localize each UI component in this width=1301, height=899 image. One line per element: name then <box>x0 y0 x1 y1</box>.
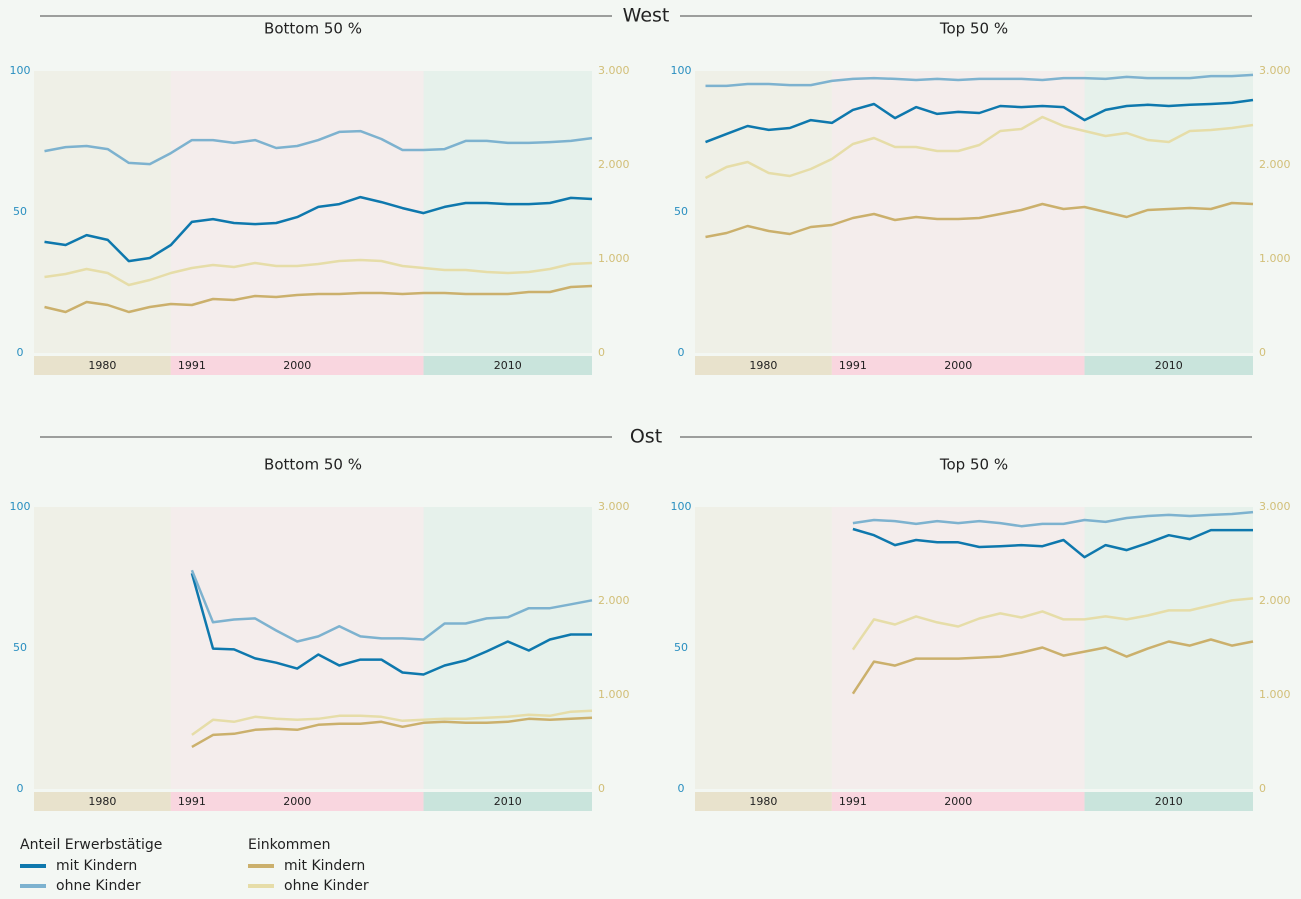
period-band <box>423 507 592 789</box>
y2-tick-label: 0 <box>1259 346 1266 359</box>
series-line: ohne Kinder <box>44 129 593 166</box>
legend-label: mit Kindern <box>56 858 137 874</box>
band-label: 2010 <box>494 795 522 808</box>
series-line: mit Kindern <box>705 98 1254 144</box>
period-strip <box>34 792 171 811</box>
period-strip <box>831 356 1085 375</box>
y-tick-label: 100 <box>10 64 31 77</box>
x-tick-label: 1991 <box>839 795 867 808</box>
band-label: 2000 <box>283 359 311 372</box>
period-band <box>423 71 592 353</box>
band-label: 2010 <box>1155 359 1183 372</box>
series-line: mit Kindern <box>44 284 593 314</box>
series-line: ohne Kinder <box>190 569 593 643</box>
series-line: mit Kindern <box>44 195 593 263</box>
period-strip <box>1084 792 1253 811</box>
series-line: ohne Kinder <box>191 709 593 736</box>
series-line: ohne Kinder <box>852 510 1254 528</box>
y2-tick-label: 0 <box>598 346 605 359</box>
y2-tick-label: 1.000 <box>1259 252 1291 265</box>
legend-label: mit Kindern <box>284 858 365 874</box>
y-tick-label: 50 <box>674 205 688 218</box>
period-strip <box>831 792 1085 811</box>
band-label: 2010 <box>1155 795 1183 808</box>
band-label: 1980 <box>88 359 116 372</box>
period-band <box>34 71 171 353</box>
section-title: West <box>623 5 670 27</box>
band-label: 1980 <box>749 795 777 808</box>
y2-tick-label: 3.000 <box>1259 64 1291 77</box>
x-tick-label: 1991 <box>178 795 206 808</box>
series-line: mit Kindern <box>190 572 592 676</box>
legend-title: Einkommen <box>248 837 331 853</box>
period-strip <box>423 792 592 811</box>
band-label: 1980 <box>88 795 116 808</box>
y-tick-label: 100 <box>10 500 31 513</box>
y2-tick-label: 1.000 <box>598 252 630 265</box>
period-strip <box>695 792 832 811</box>
period-strip <box>695 356 832 375</box>
y2-tick-label: 2.000 <box>1259 158 1291 171</box>
y-tick-label: 0 <box>678 346 685 359</box>
section-title: Ost <box>630 426 662 448</box>
y-tick-label: 50 <box>13 205 27 218</box>
legend-title: Anteil Erwerbstätige <box>20 837 162 853</box>
y2-tick-label: 0 <box>598 782 605 795</box>
period-band <box>1084 71 1253 353</box>
panel-title: Bottom 50 % <box>264 456 362 474</box>
series-line: ohne Kinder <box>704 115 1254 180</box>
panel-title: Top 50 % <box>939 20 1008 38</box>
period-strip <box>423 356 592 375</box>
series-line: mit Kindern <box>705 201 1254 239</box>
band-label: 2000 <box>283 795 311 808</box>
y-tick-label: 100 <box>671 64 692 77</box>
period-band <box>34 507 171 789</box>
y2-tick-label: 2.000 <box>1259 594 1291 607</box>
y2-tick-label: 3.000 <box>1259 500 1291 513</box>
period-band <box>695 71 832 353</box>
series-line: ohne Kinder <box>851 597 1254 651</box>
band-label: 2000 <box>944 359 972 372</box>
panel-title: Bottom 50 % <box>264 20 362 38</box>
y2-tick-label: 3.000 <box>598 500 630 513</box>
x-tick-label: 1991 <box>178 359 206 372</box>
series-line: ohne Kinder <box>44 258 593 287</box>
period-band <box>170 507 424 789</box>
y-tick-label: 50 <box>13 641 27 654</box>
legend-label: ohne Kinder <box>56 878 141 894</box>
period-band <box>695 507 832 789</box>
series-line: mit Kindern <box>852 527 1253 559</box>
y2-tick-label: 1.000 <box>1259 688 1291 701</box>
y-tick-label: 0 <box>678 782 685 795</box>
band-label: 2000 <box>944 795 972 808</box>
period-strip <box>170 356 424 375</box>
period-strip <box>34 356 171 375</box>
period-band <box>170 71 424 353</box>
period-strip <box>170 792 424 811</box>
y2-tick-label: 0 <box>1259 782 1266 795</box>
y-tick-label: 0 <box>17 346 24 359</box>
y-tick-label: 50 <box>674 641 688 654</box>
y2-tick-label: 2.000 <box>598 158 630 171</box>
y-tick-label: 100 <box>671 500 692 513</box>
band-label: 2010 <box>494 359 522 372</box>
panel-title: Top 50 % <box>939 456 1008 474</box>
x-tick-label: 1991 <box>839 359 867 372</box>
series-line: mit Kindern <box>851 638 1254 695</box>
period-strip <box>1084 356 1253 375</box>
period-band <box>1084 507 1253 789</box>
y-tick-label: 0 <box>17 782 24 795</box>
period-band <box>831 71 1085 353</box>
legend-label: ohne Kinder <box>284 878 369 894</box>
y2-tick-label: 2.000 <box>598 594 630 607</box>
series-line: ohne Kinder <box>705 73 1254 88</box>
y2-tick-label: 3.000 <box>598 64 630 77</box>
series-line: mit Kindern <box>191 716 593 748</box>
band-label: 1980 <box>749 359 777 372</box>
y2-tick-label: 1.000 <box>598 688 630 701</box>
